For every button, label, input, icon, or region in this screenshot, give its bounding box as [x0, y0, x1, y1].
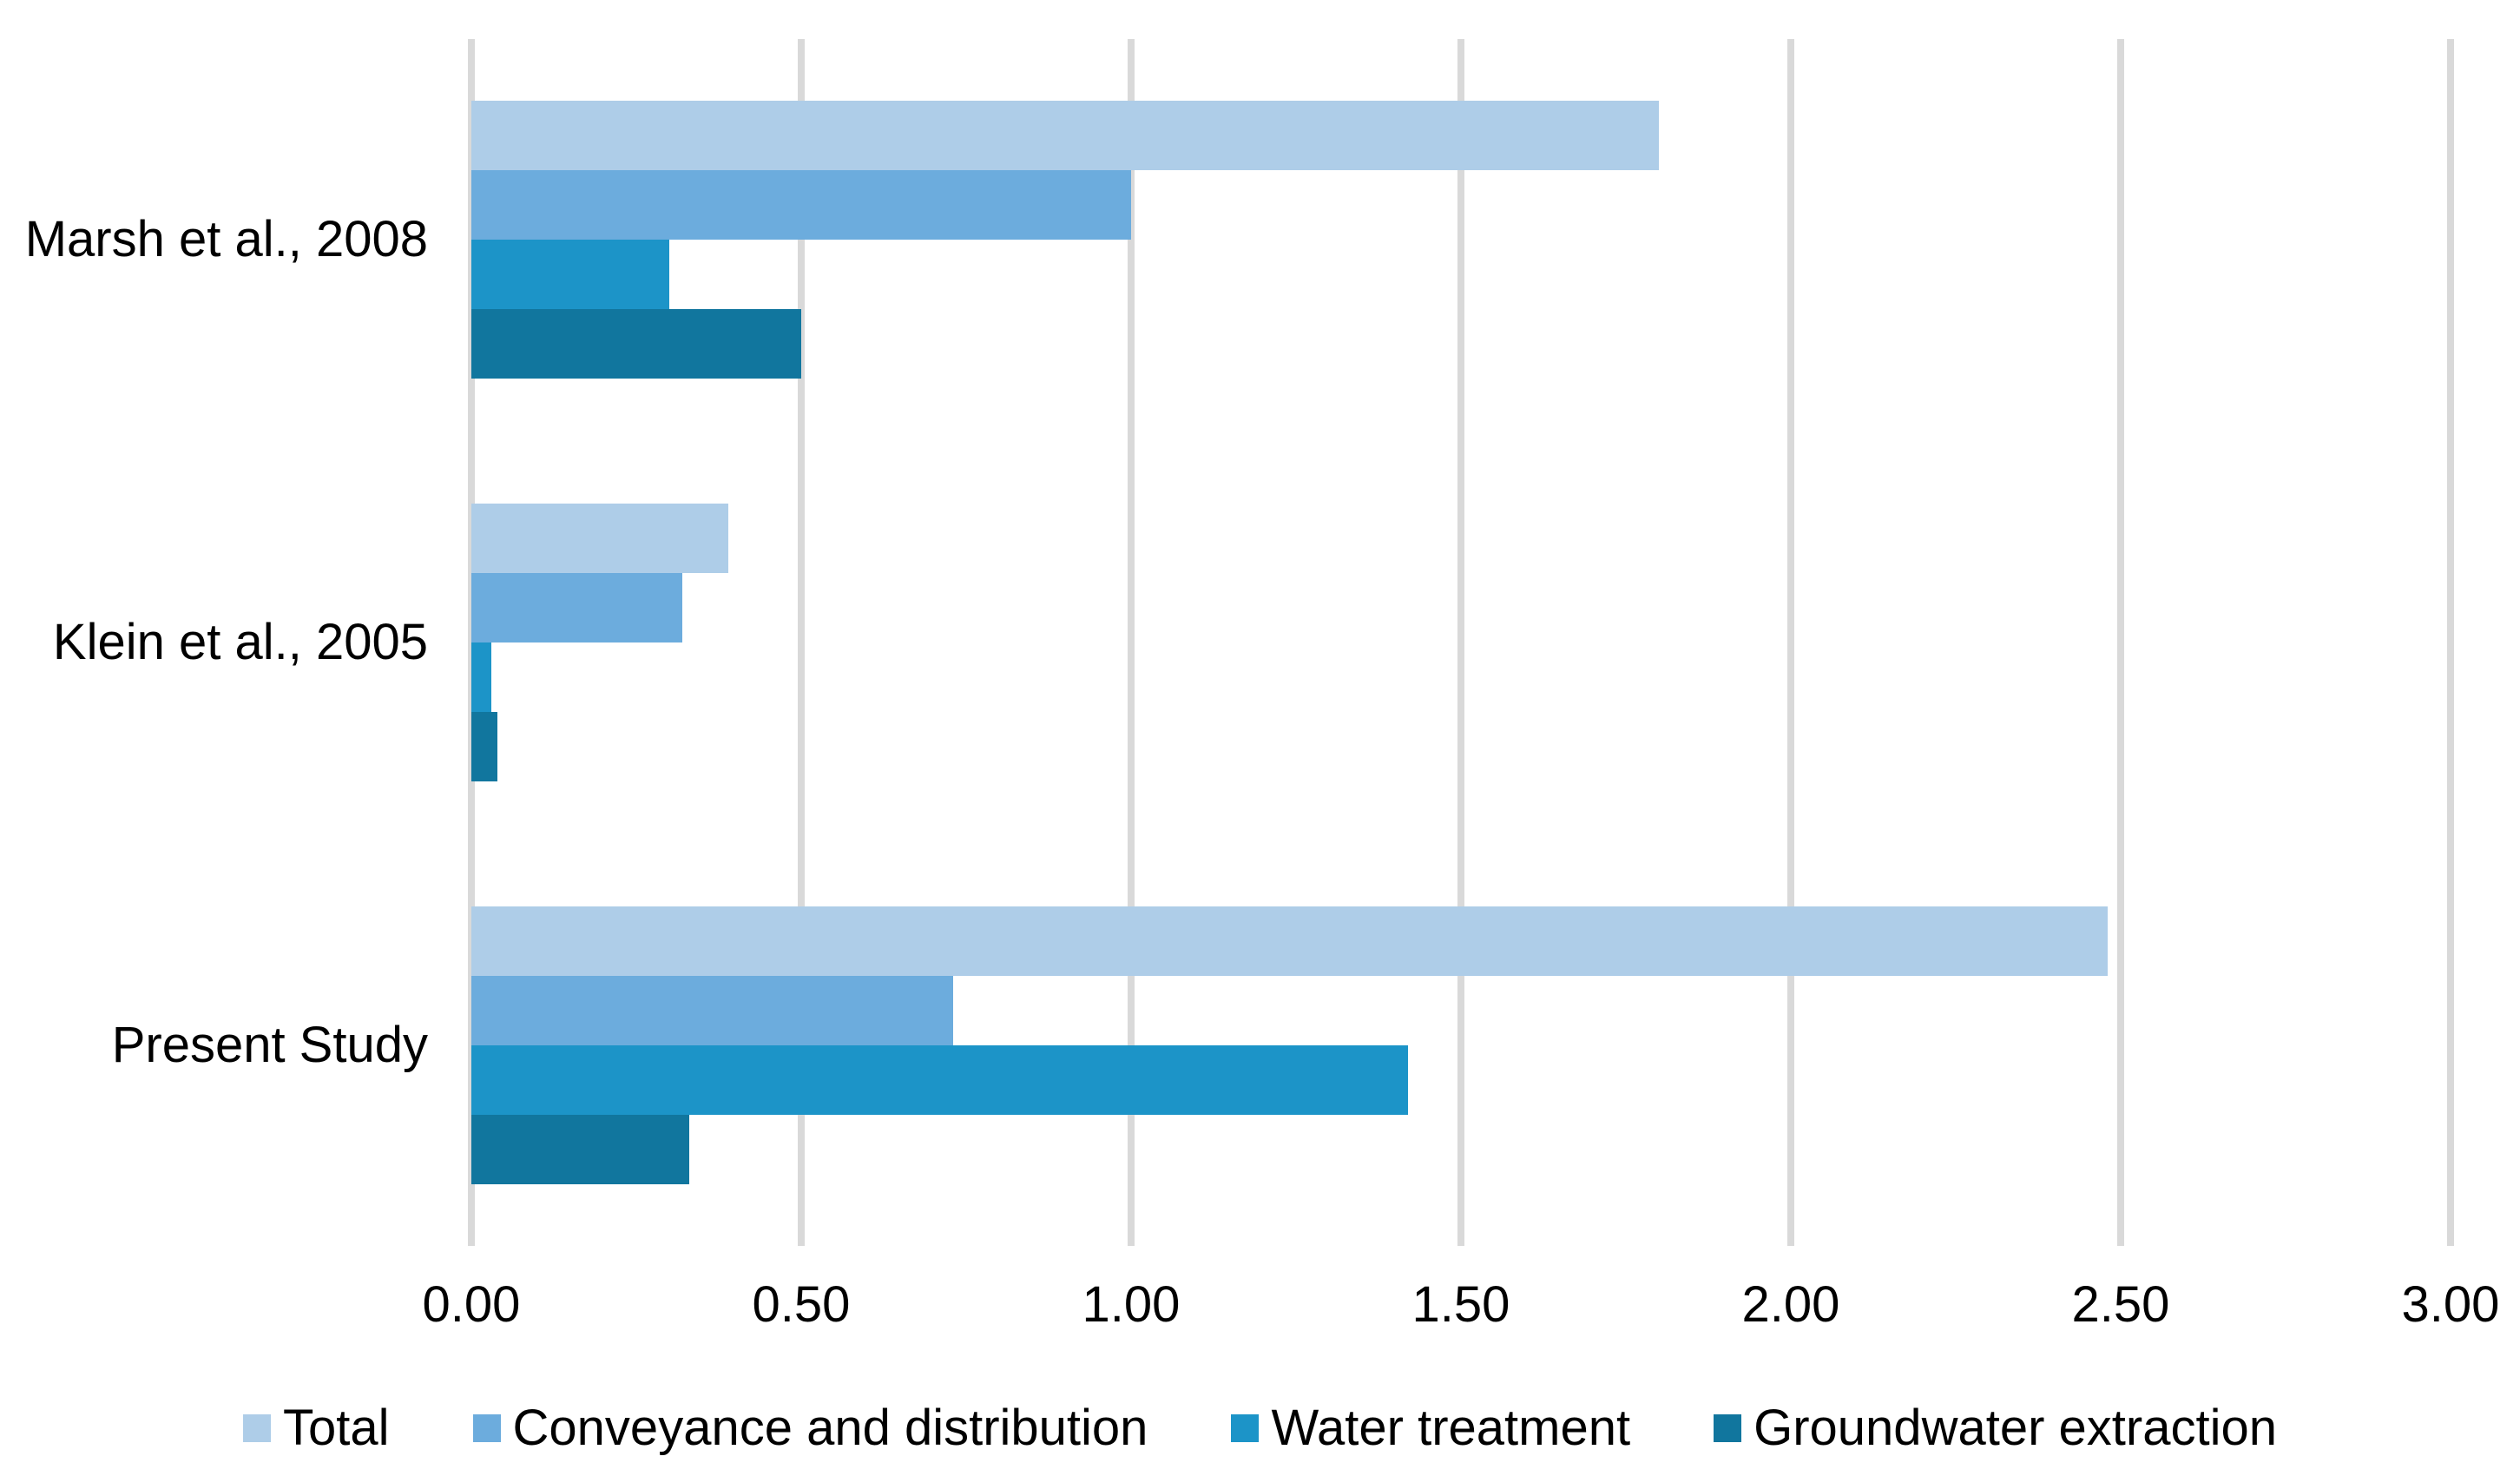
- legend-swatch: [243, 1414, 272, 1442]
- category-label: Marsh et al., 2008: [24, 211, 428, 268]
- legend-item-water-treatment: Water treatment: [1231, 1398, 1630, 1459]
- bar-total-present-study: [471, 906, 2108, 976]
- legend-label: Water treatment: [1271, 1400, 1631, 1457]
- x-tick-label: 2.50: [2071, 1276, 2170, 1333]
- gridline-2.50: [2117, 39, 2124, 1246]
- legend-swatch: [1714, 1414, 1742, 1442]
- x-tick-label: 0.50: [752, 1276, 851, 1333]
- legend-label: Groundwater extraction: [1753, 1400, 2277, 1457]
- gridline-2.00: [1787, 39, 1794, 1246]
- bar-conveyance-and-distribution-present-study: [471, 976, 953, 1045]
- gridline-1.00: [1128, 39, 1135, 1246]
- x-tick-label: 2.00: [1741, 1276, 1840, 1333]
- bar-conveyance-and-distribution-klein-et-al-2005: [471, 573, 683, 642]
- legend-label: Total: [283, 1400, 390, 1457]
- legend-item-conveyance-and-distribution: Conveyance and distribution: [472, 1398, 1148, 1459]
- bar-water-treatment-klein-et-al-2005: [471, 642, 491, 712]
- bar-groundwater-extraction-klein-et-al-2005: [471, 712, 498, 781]
- x-tick-label: 1.00: [1082, 1276, 1181, 1333]
- x-axis-tick-labels: 0.00 0.50 1.00 1.50 2.00 2.50 3.00: [423, 1275, 2500, 1344]
- x-tick-label: 1.50: [1411, 1276, 1510, 1333]
- legend-swatch: [1231, 1414, 1260, 1442]
- bar-water-treatment-present-study: [471, 1045, 1409, 1115]
- plot-area: [468, 39, 2454, 1246]
- bar-groundwater-extraction-marsh-et-al-2008: [471, 309, 801, 379]
- legend-item-total: Total: [243, 1398, 390, 1459]
- legend-swatch: [472, 1414, 501, 1442]
- bar-water-treatment-marsh-et-al-2008: [471, 240, 669, 309]
- bars-layer: [471, 39, 2451, 1246]
- bar-groundwater-extraction-present-study: [471, 1115, 689, 1184]
- x-tick-label: 3.00: [2401, 1276, 2500, 1333]
- category-label: Klein et al., 2005: [52, 614, 428, 671]
- category-label: Present Study: [111, 1017, 428, 1074]
- bar-conveyance-and-distribution-marsh-et-al-2008: [471, 170, 1131, 240]
- bar-total-marsh-et-al-2008: [471, 101, 1659, 170]
- bar-total-klein-et-al-2005: [471, 504, 729, 573]
- gridline-1.50: [1457, 39, 1464, 1246]
- gridline-3.00: [2447, 39, 2454, 1246]
- x-tick-label: 0.00: [422, 1276, 521, 1333]
- gridline-0.50: [798, 39, 805, 1246]
- legend: Total Conveyance and distribution Water tr…: [0, 1389, 2520, 1467]
- legend-label: Conveyance and distribution: [512, 1400, 1148, 1457]
- legend-item-groundwater-extraction: Groundwater extraction: [1714, 1398, 2277, 1459]
